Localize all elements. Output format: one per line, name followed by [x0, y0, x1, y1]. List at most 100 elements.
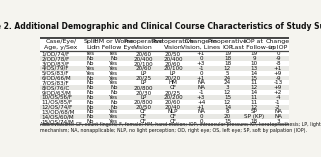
- Text: No: No: [87, 76, 94, 81]
- Text: 4/OS/79/F: 4/OS/79/F: [42, 66, 69, 71]
- Text: 18: 18: [224, 61, 231, 66]
- Text: 20/50: 20/50: [165, 51, 181, 56]
- Text: +1: +1: [197, 105, 205, 110]
- Text: LP: LP: [140, 80, 147, 85]
- Text: 0: 0: [199, 71, 203, 76]
- Text: CF: CF: [169, 119, 177, 124]
- Text: 8: 8: [226, 109, 229, 114]
- Text: 20/30: 20/30: [135, 90, 152, 95]
- Text: +1: +1: [197, 76, 205, 81]
- Text: 12: 12: [224, 100, 231, 105]
- Text: Case/Eye/
Age, y/Sex: Case/Eye/ Age, y/Sex: [44, 39, 78, 50]
- Text: 14: 14: [224, 105, 231, 110]
- Bar: [40, 95, 289, 100]
- Text: Yes: Yes: [109, 114, 118, 119]
- Text: 20/800: 20/800: [134, 100, 153, 105]
- Text: 20/800: 20/800: [134, 85, 153, 90]
- Text: No: No: [87, 90, 94, 95]
- Bar: [40, 110, 289, 114]
- Text: Yes: Yes: [109, 51, 118, 56]
- Text: 11/OS/85/F: 11/OS/85/F: [42, 100, 73, 105]
- Bar: [40, 66, 289, 71]
- Text: -2: -2: [275, 105, 281, 110]
- Bar: [40, 56, 289, 61]
- Text: LP: LP: [170, 71, 176, 76]
- Text: 14: 14: [250, 90, 257, 95]
- Text: Change in
Vision, Lines: Change in Vision, Lines: [181, 39, 221, 50]
- Text: NA: NA: [197, 109, 205, 114]
- Text: NLP: NLP: [168, 109, 178, 114]
- Text: 20/200: 20/200: [163, 95, 183, 100]
- Text: -1: -1: [275, 100, 281, 105]
- Text: 6/OD/66/M: 6/OD/66/M: [42, 76, 71, 81]
- Text: 15/OS/74/M: 15/OS/74/M: [42, 119, 74, 124]
- Text: NA: NA: [274, 114, 282, 119]
- Text: 20/400: 20/400: [134, 56, 153, 61]
- Text: Yes: Yes: [109, 61, 118, 66]
- Text: 24: 24: [224, 76, 231, 81]
- Text: -4: -4: [275, 95, 281, 100]
- Text: 11: 11: [250, 80, 257, 85]
- Text: 12: 12: [224, 90, 231, 95]
- Text: No: No: [87, 85, 94, 90]
- Bar: [40, 51, 289, 56]
- Text: LP: LP: [140, 95, 147, 100]
- Text: 20/60: 20/60: [165, 61, 181, 66]
- Text: 20: 20: [224, 114, 231, 119]
- Text: 7/OS/83/F: 7/OS/83/F: [42, 80, 69, 85]
- Text: -1: -1: [198, 66, 204, 71]
- Text: Yes: Yes: [109, 76, 118, 81]
- Text: 9/OD/63/M: 9/OD/63/M: [42, 90, 71, 95]
- Text: No: No: [87, 109, 94, 114]
- Text: -8: -8: [275, 61, 281, 66]
- Text: 12: 12: [250, 85, 257, 90]
- Bar: [40, 61, 289, 66]
- Text: No: No: [87, 119, 94, 124]
- Text: 15: 15: [224, 119, 231, 124]
- Text: NA: NA: [197, 80, 205, 85]
- Text: 9: 9: [252, 56, 256, 61]
- Text: +1: +1: [274, 66, 282, 71]
- Text: 15: 15: [250, 76, 257, 81]
- Text: +3: +3: [197, 95, 205, 100]
- Text: 0: 0: [199, 119, 203, 124]
- Text: 18: 18: [250, 119, 257, 124]
- Text: 3/OD/83/F: 3/OD/83/F: [42, 61, 70, 66]
- Text: NA: NA: [274, 109, 282, 114]
- Text: Abbreviations: CF, count fingers; F, female; HM, hand motion; IOP, intraocular p: Abbreviations: CF, count fingers; F, fem…: [40, 122, 321, 133]
- Text: 12: 12: [250, 105, 257, 110]
- Text: 0: 0: [199, 56, 203, 61]
- Text: Yes: Yes: [86, 66, 95, 71]
- Text: No: No: [110, 100, 118, 105]
- Text: Postoperative
Vision: Postoperative Vision: [152, 39, 195, 50]
- Text: 20/50: 20/50: [135, 105, 152, 110]
- Text: Yes: Yes: [109, 95, 118, 100]
- Bar: [40, 76, 289, 81]
- Text: 14: 14: [250, 71, 257, 76]
- Text: 3: 3: [276, 119, 280, 124]
- Text: IOP at
Last Follow-up: IOP at Last Follow-up: [231, 39, 276, 50]
- Text: 20/60: 20/60: [165, 100, 181, 105]
- Bar: [40, 81, 289, 85]
- Text: 0: 0: [199, 114, 203, 119]
- Text: No: No: [87, 80, 94, 85]
- Text: SP (KP): SP (KP): [244, 114, 264, 119]
- Text: Preoperative
Vision: Preoperative Vision: [124, 39, 163, 50]
- Text: 14/OS/60/M: 14/OS/60/M: [42, 114, 74, 119]
- Text: 20/400: 20/400: [163, 56, 183, 61]
- Text: +3: +3: [197, 61, 205, 66]
- Text: -1: -1: [198, 90, 204, 95]
- Text: Preoperative
IOP: Preoperative IOP: [207, 39, 247, 50]
- Text: No: No: [110, 56, 118, 61]
- Text: 20/100: 20/100: [134, 61, 153, 66]
- Text: Yes: Yes: [109, 119, 118, 124]
- Text: No: No: [87, 114, 94, 119]
- Text: 20/60: 20/60: [135, 51, 152, 56]
- Text: 12: 12: [224, 66, 231, 71]
- Text: 18: 18: [224, 56, 231, 61]
- Text: Yes: Yes: [109, 80, 118, 85]
- Text: +9: +9: [274, 71, 282, 76]
- Text: 1/OD/74/F: 1/OD/74/F: [42, 51, 70, 56]
- Text: No: No: [87, 100, 94, 105]
- Text: SP: SP: [250, 109, 257, 114]
